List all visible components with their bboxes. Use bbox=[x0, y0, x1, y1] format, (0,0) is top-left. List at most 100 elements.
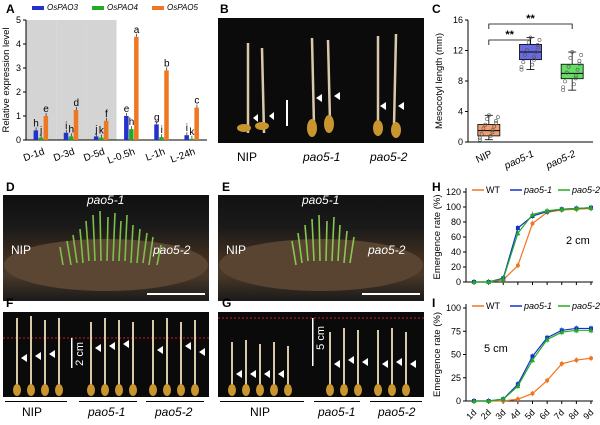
marker-pao5-2 bbox=[544, 208, 550, 213]
bar-OsPAO5 bbox=[134, 36, 139, 140]
marker-WT bbox=[574, 358, 579, 363]
legend-swatch-OsPAO5 bbox=[152, 6, 164, 10]
data-point bbox=[519, 65, 524, 69]
marker-pao5-2 bbox=[500, 276, 506, 281]
legend-label-pao5-2: pao5-2 bbox=[571, 185, 600, 195]
marker-pao5-2 bbox=[471, 398, 477, 403]
d-label-nip: NIP bbox=[11, 243, 32, 257]
data-point bbox=[570, 50, 575, 54]
marker-pao5-2 bbox=[500, 396, 506, 402]
data-point bbox=[530, 62, 535, 67]
data-point bbox=[537, 38, 542, 42]
marker-pao5-1 bbox=[530, 354, 535, 359]
y-tick-label: 100 bbox=[446, 202, 461, 212]
data-point bbox=[483, 122, 488, 127]
marker-WT bbox=[559, 361, 564, 366]
f-group-line-pao5-1 bbox=[79, 401, 137, 402]
data-point bbox=[535, 45, 540, 50]
marker-pao5-2 bbox=[530, 212, 535, 217]
data-point bbox=[521, 60, 526, 65]
data-point bbox=[535, 43, 540, 47]
panel-h-letter: H bbox=[432, 180, 441, 194]
legend-label-WT: WT bbox=[486, 185, 500, 195]
data-point bbox=[495, 115, 500, 120]
x-tick-label: 6d bbox=[537, 407, 551, 421]
g-label-pao5-1: pao5-1 bbox=[318, 405, 356, 419]
y-tick-label: 0 bbox=[456, 277, 461, 287]
seedlings-photo-f: 2 cm bbox=[3, 312, 209, 397]
marker-pao5-2 bbox=[573, 327, 579, 333]
data-point bbox=[525, 47, 529, 52]
marker-WT bbox=[515, 263, 520, 268]
y-tick-label: 80 bbox=[451, 217, 461, 227]
bg-shade-D-3d bbox=[56, 20, 87, 140]
x-tick-label: 3d bbox=[494, 407, 508, 421]
signif-letter: d bbox=[73, 98, 79, 109]
pot-photo-d: pao5-1 NIP pao5-2 bbox=[3, 195, 209, 301]
y-tick-label: 100 bbox=[446, 303, 461, 313]
marker-pao5-2 bbox=[573, 206, 579, 211]
x-tick-label: NIP bbox=[474, 149, 494, 166]
panel-f-letter: F bbox=[6, 296, 14, 310]
y-tick-label: 0 bbox=[456, 396, 461, 406]
bar-OsPAO3 bbox=[184, 135, 189, 140]
y-tick-label: 0 bbox=[16, 135, 21, 145]
bar-OsPAO3 bbox=[124, 116, 129, 140]
marker-pao5-2 bbox=[486, 398, 492, 403]
y-tick-label: 20 bbox=[451, 262, 461, 272]
b-label-pao5-2: pao5-2 bbox=[370, 150, 408, 164]
y-tick-label: 2 bbox=[16, 87, 21, 97]
bar-OsPAO3 bbox=[154, 124, 159, 140]
signif-letter: h bbox=[68, 124, 74, 135]
legend-swatch-OsPAO3 bbox=[32, 6, 44, 10]
annotation-5cm: 5 cm bbox=[484, 343, 508, 355]
data-point bbox=[561, 85, 566, 90]
box-pao5-2 bbox=[560, 63, 584, 80]
bar-OsPAO3 bbox=[93, 136, 99, 140]
marker-WT bbox=[545, 378, 550, 383]
data-point bbox=[564, 70, 569, 75]
y-axis-title: Relative expression level bbox=[1, 27, 12, 132]
f-scale-label: 2 cm bbox=[74, 342, 86, 366]
x-tick-label: 4d bbox=[508, 407, 522, 421]
panel-e-letter: E bbox=[222, 180, 231, 194]
x-tick-label: L-0.5h bbox=[106, 146, 136, 166]
e-label-pao5-2: pao5-2 bbox=[368, 243, 406, 257]
y-tick-label: 5 bbox=[16, 15, 21, 25]
x-tick-label: 7d bbox=[552, 407, 566, 421]
y-tick-label: 12 bbox=[453, 46, 463, 56]
bar-OsPAO4 bbox=[68, 136, 74, 140]
y-tick-label: 0 bbox=[458, 137, 463, 147]
data-point bbox=[573, 73, 578, 78]
series-line-pao5-2 bbox=[474, 329, 591, 402]
x-tick-label: D-5d bbox=[82, 146, 106, 164]
bar-OsPAO3 bbox=[33, 130, 39, 140]
signif-letter: j bbox=[39, 126, 42, 137]
data-point bbox=[486, 113, 491, 118]
bar-OsPAO5 bbox=[43, 116, 49, 140]
y-tick-label: 4 bbox=[458, 107, 463, 117]
data-point bbox=[519, 67, 524, 72]
x-tick-label: L-1h bbox=[144, 146, 167, 163]
data-point bbox=[579, 53, 584, 57]
panel-a-letter: A bbox=[6, 2, 15, 16]
marker-pao5-2 bbox=[559, 329, 565, 335]
marker-WT bbox=[515, 397, 520, 402]
marker-pao5-1 bbox=[515, 226, 520, 230]
f-group-line-pao5-2 bbox=[146, 401, 204, 402]
data-point bbox=[492, 124, 497, 129]
d-label-pao5-2: pao5-2 bbox=[153, 243, 191, 257]
data-point bbox=[488, 134, 493, 138]
bar-OsPAO3 bbox=[63, 132, 69, 140]
x-tick-label: 8d bbox=[567, 407, 581, 421]
data-point bbox=[577, 58, 582, 63]
data-point bbox=[477, 135, 482, 140]
data-point bbox=[566, 64, 571, 69]
series-line-pao5-1 bbox=[474, 327, 591, 402]
x-tick-label: D-1d bbox=[22, 146, 46, 164]
seedlings-drawing-g bbox=[218, 317, 424, 396]
signif-letter: f bbox=[105, 109, 108, 120]
bar-OsPAO5 bbox=[194, 107, 199, 140]
panel-b-letter: B bbox=[220, 2, 229, 16]
